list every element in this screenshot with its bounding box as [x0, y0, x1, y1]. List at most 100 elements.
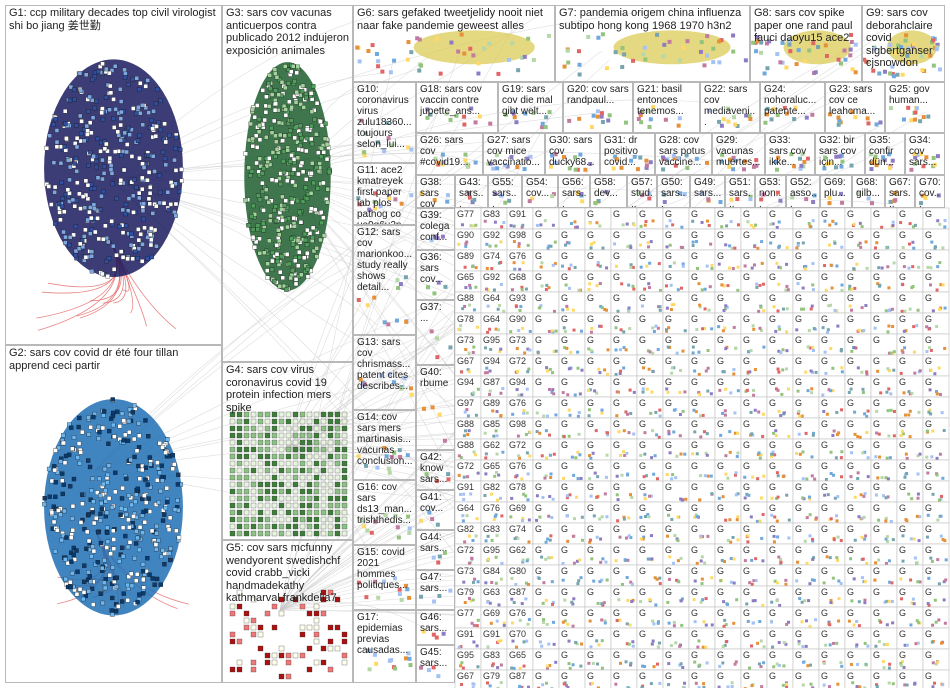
node [89, 254, 94, 259]
node [467, 429, 471, 433]
node [880, 476, 884, 480]
node [535, 223, 539, 227]
cluster-label: G [899, 545, 906, 555]
node [135, 256, 140, 261]
node [698, 414, 702, 418]
group-label: G1: ccp military decades top civil virol… [9, 7, 216, 32]
node [517, 329, 521, 333]
group-panel: G2: sars cov covid dr été four tillan ap… [5, 345, 222, 683]
node [521, 223, 525, 227]
node [882, 666, 886, 670]
node [890, 307, 894, 311]
cluster-label: G [873, 524, 880, 534]
node [874, 493, 878, 497]
node [538, 306, 542, 310]
cluster-label: G [925, 230, 932, 240]
node [807, 495, 811, 499]
cluster-label: G [587, 608, 594, 618]
node [806, 345, 810, 349]
node [545, 681, 549, 685]
node [703, 474, 707, 478]
cluster-label: G [821, 314, 828, 324]
cluster-label: G [821, 482, 828, 492]
node [839, 661, 843, 665]
node [876, 282, 880, 286]
cluster-label: G89 [483, 398, 500, 408]
cluster-label: G [535, 440, 542, 450]
node [71, 87, 77, 92]
node [827, 388, 831, 392]
node [51, 160, 57, 165]
node [674, 476, 678, 480]
node [827, 304, 831, 308]
node [775, 519, 779, 523]
node [771, 450, 775, 454]
node [913, 371, 917, 375]
node [935, 473, 939, 477]
node [494, 244, 498, 248]
node [512, 666, 516, 670]
node [624, 410, 628, 414]
node [511, 412, 515, 416]
node [758, 519, 762, 523]
cluster-label: G [899, 293, 906, 303]
node [824, 371, 828, 375]
node [670, 477, 674, 481]
node [908, 392, 912, 396]
node [94, 515, 99, 521]
node [136, 421, 141, 426]
node [726, 284, 730, 288]
node [811, 349, 815, 353]
node [58, 217, 63, 222]
node [659, 288, 662, 292]
cluster-label: G [717, 629, 724, 639]
node [866, 456, 870, 460]
cluster-label: G [665, 629, 672, 639]
node [860, 516, 864, 520]
node [900, 660, 904, 664]
node [527, 540, 531, 544]
node [759, 496, 763, 500]
node [668, 451, 672, 455]
node [491, 409, 495, 413]
node [918, 452, 922, 456]
edge [109, 151, 716, 181]
node [148, 485, 153, 490]
node [494, 327, 498, 331]
node [551, 263, 555, 267]
node [475, 517, 479, 521]
node [489, 621, 493, 625]
node [825, 555, 829, 559]
node [702, 430, 706, 434]
node [109, 581, 115, 587]
node [540, 454, 544, 458]
node [918, 580, 922, 584]
node [140, 562, 146, 567]
node [548, 387, 552, 391]
node [835, 519, 839, 523]
node [597, 643, 601, 647]
node [521, 261, 525, 265]
node [603, 307, 607, 311]
cluster-label: G [899, 272, 906, 282]
node [499, 261, 503, 265]
cluster-label: G [691, 566, 698, 576]
node [916, 496, 920, 500]
node [840, 475, 844, 479]
node [877, 640, 881, 644]
node [125, 208, 131, 213]
node [709, 392, 713, 396]
node [472, 450, 476, 454]
node [598, 324, 602, 328]
node [550, 580, 554, 584]
cluster-label: G [873, 440, 880, 450]
node [103, 223, 108, 229]
cluster-label: G [587, 524, 594, 534]
node [911, 240, 915, 244]
cluster-label: G [925, 419, 932, 429]
node [736, 288, 740, 292]
node [615, 493, 619, 497]
node [667, 432, 671, 436]
node [547, 514, 551, 518]
node [525, 559, 529, 563]
